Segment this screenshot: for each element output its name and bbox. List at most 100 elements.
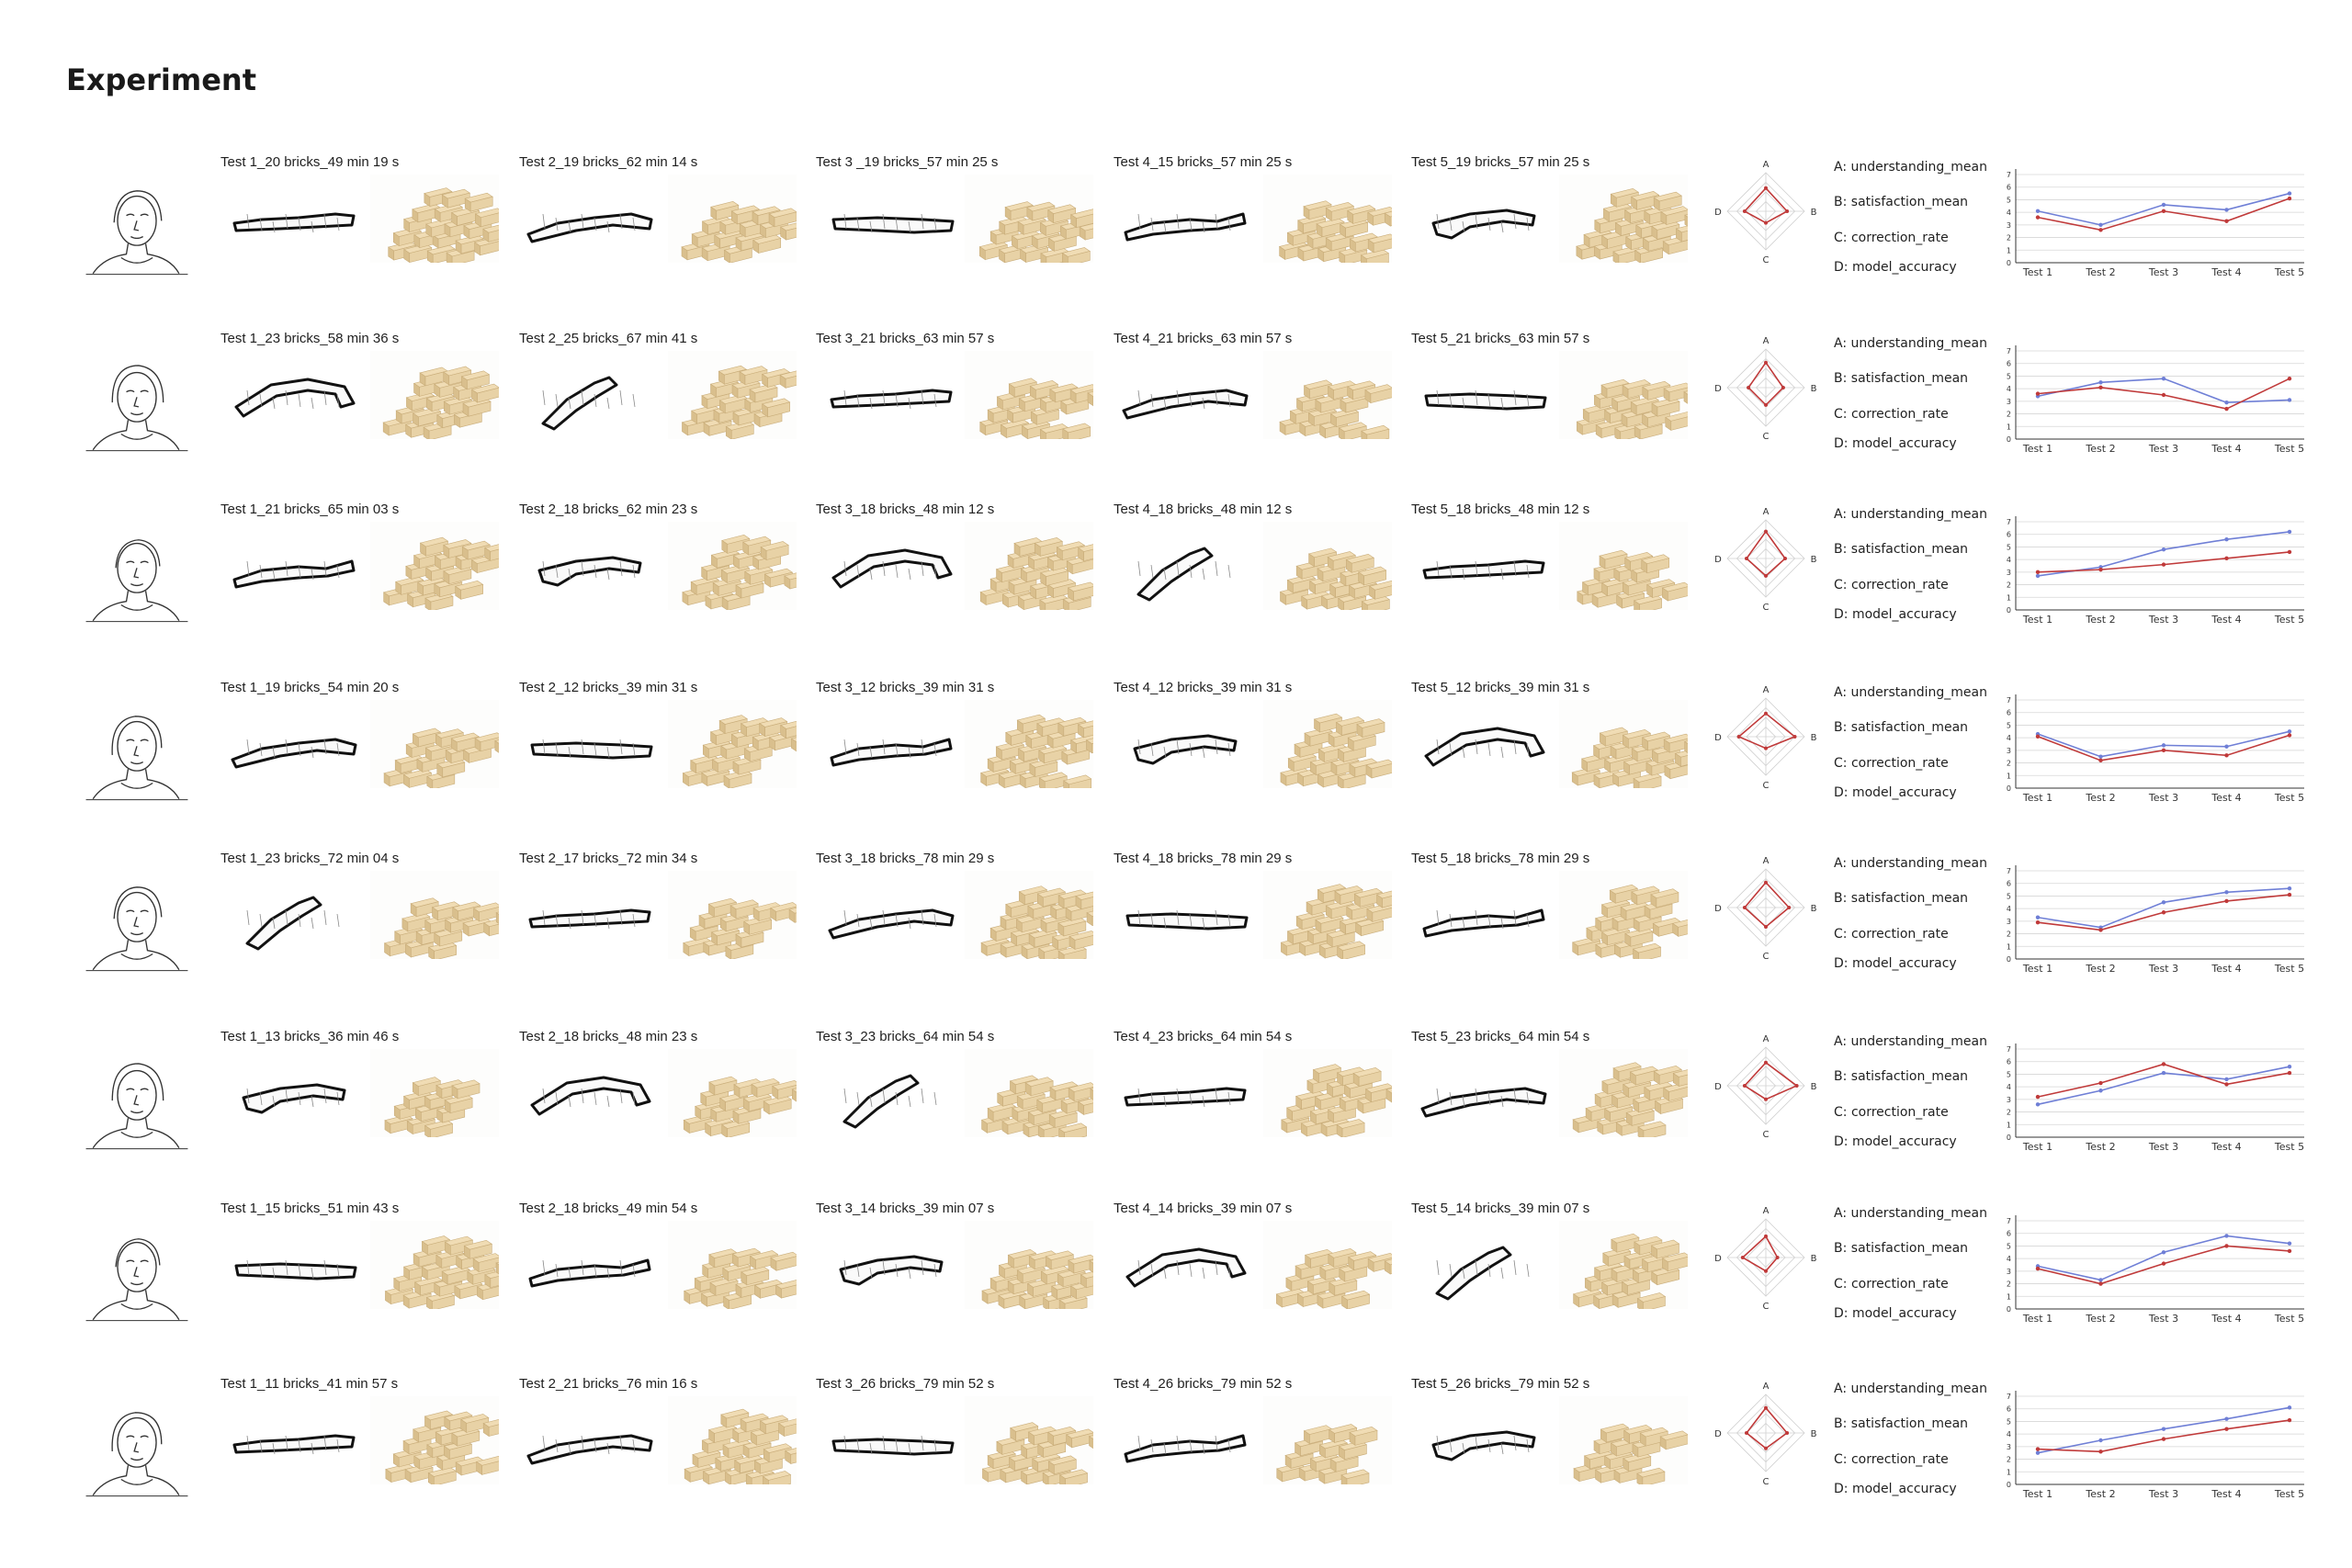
line-chart: 0 1 2 3 4 5 6 7 Test 1 Test 2 Test 3 Test 4 Test 5 xyxy=(2007,345,2304,455)
brick-outline xyxy=(1124,212,1247,242)
design-outline xyxy=(831,548,953,589)
brick-front xyxy=(1046,570,1069,587)
brick-front xyxy=(738,759,762,775)
brick-front xyxy=(1065,1472,1088,1484)
test-label: Test 4_15 bricks_57 min 25 s xyxy=(1114,154,1293,170)
radar-axis-label: C xyxy=(1763,1302,1770,1312)
design-outline xyxy=(541,376,636,431)
brick-seam xyxy=(933,564,937,579)
brick-front xyxy=(1389,1264,1392,1275)
brick-seam xyxy=(298,1263,301,1278)
brick-front xyxy=(1352,735,1376,751)
test-label: Test 1_20 bricks_49 min 19 s xyxy=(220,154,400,170)
brick-front xyxy=(1344,1444,1367,1461)
brick-front xyxy=(1660,1099,1683,1114)
brick-stack xyxy=(980,1075,1093,1137)
brick-seam xyxy=(1176,739,1180,755)
brick-seam xyxy=(1513,1435,1517,1451)
legend-item: A: understanding_mean xyxy=(1834,856,1987,871)
participant-avatar xyxy=(85,1063,188,1150)
brick-seam xyxy=(1436,1259,1440,1276)
built-structure-photo xyxy=(965,522,1093,610)
brick-front xyxy=(1354,1429,1378,1446)
brick-front xyxy=(1363,570,1386,586)
brick-seam xyxy=(594,1263,597,1278)
brick-seam xyxy=(1137,909,1141,926)
brick-outline xyxy=(1424,727,1545,767)
brick-seam xyxy=(1163,397,1167,410)
brick-outline xyxy=(1124,1087,1247,1107)
brick-front xyxy=(1071,1432,1093,1449)
brick-side xyxy=(1634,600,1640,610)
brick-side xyxy=(1361,254,1367,263)
y-tick-label: 1 xyxy=(2007,593,2011,602)
legend-item: A: understanding_mean xyxy=(1834,685,1987,700)
radar-point xyxy=(1764,360,1768,365)
brick-seam xyxy=(272,917,276,930)
y-tick-label: 5 xyxy=(2007,721,2011,729)
design-outline xyxy=(831,213,955,234)
y-tick-label: 0 xyxy=(2007,1481,2011,1489)
brick-seam xyxy=(1487,1091,1491,1106)
brick-seam xyxy=(1487,1263,1491,1278)
portrait-sketch xyxy=(85,1238,188,1322)
brick-seam xyxy=(895,1438,899,1453)
brick-side xyxy=(1614,427,1622,439)
brick-seam xyxy=(568,568,571,581)
series-point xyxy=(2098,222,2103,228)
radar-axis-label: B xyxy=(1811,384,1817,394)
brick-seam xyxy=(606,746,610,759)
test-label: Test 2_12 bricks_39 min 31 s xyxy=(519,680,698,695)
y-tick-label: 7 xyxy=(2007,696,2011,705)
brick-seam xyxy=(1189,1091,1193,1106)
y-tick-label: 4 xyxy=(2007,1430,2011,1438)
brick-side xyxy=(1339,251,1346,263)
brick-outline xyxy=(541,376,618,431)
brick-seam xyxy=(1526,913,1530,928)
brick-seam xyxy=(1163,568,1167,581)
brick-stack xyxy=(1281,1064,1392,1137)
brick-outline xyxy=(1431,1430,1536,1461)
brick-seam xyxy=(594,742,597,757)
brick-seam xyxy=(1176,213,1180,230)
brick-seam xyxy=(1449,1263,1453,1278)
brick-seam xyxy=(246,389,250,406)
brick-seam xyxy=(895,564,899,579)
brick-seam xyxy=(285,739,288,755)
series-point xyxy=(2161,743,2166,748)
brick-front xyxy=(1345,397,1369,413)
brick-seam xyxy=(856,913,860,928)
brick-front xyxy=(1091,743,1093,754)
brick-outline xyxy=(231,738,357,769)
brick-front xyxy=(1071,558,1093,575)
series-point xyxy=(2035,734,2041,739)
brick-seam xyxy=(1436,739,1440,755)
series-point xyxy=(2224,898,2229,904)
brick-front xyxy=(1630,931,1654,947)
radar-axis-label: A xyxy=(1763,685,1770,695)
brick-seam xyxy=(1513,560,1517,577)
brick-stack xyxy=(1279,379,1392,439)
brick-stack xyxy=(383,897,499,959)
radar-chart: A B C D xyxy=(1714,856,1816,962)
series-point xyxy=(2035,920,2041,925)
design-outline xyxy=(234,378,356,418)
brick-stack xyxy=(683,1076,797,1137)
brick-seam xyxy=(1475,560,1478,577)
brick-seam xyxy=(1436,1435,1440,1451)
series-point xyxy=(2098,754,2103,759)
x-tick-label: Test 1 xyxy=(2022,614,2052,626)
brick-seam xyxy=(1227,217,1231,231)
x-tick-label: Test 3 xyxy=(2148,1488,2178,1500)
legend-item: A: understanding_mean xyxy=(1834,336,1987,351)
radar-point xyxy=(1764,1446,1768,1450)
y-tick-label: 1 xyxy=(2007,772,2011,780)
brick-front xyxy=(1361,920,1384,937)
brick-seam xyxy=(1215,739,1218,755)
brick-seam xyxy=(259,1263,263,1278)
series-point xyxy=(2287,892,2292,897)
brick-seam xyxy=(1227,913,1231,928)
brick-front xyxy=(727,1122,751,1137)
brick-side xyxy=(1337,775,1344,788)
portrait-sketch xyxy=(85,539,188,623)
